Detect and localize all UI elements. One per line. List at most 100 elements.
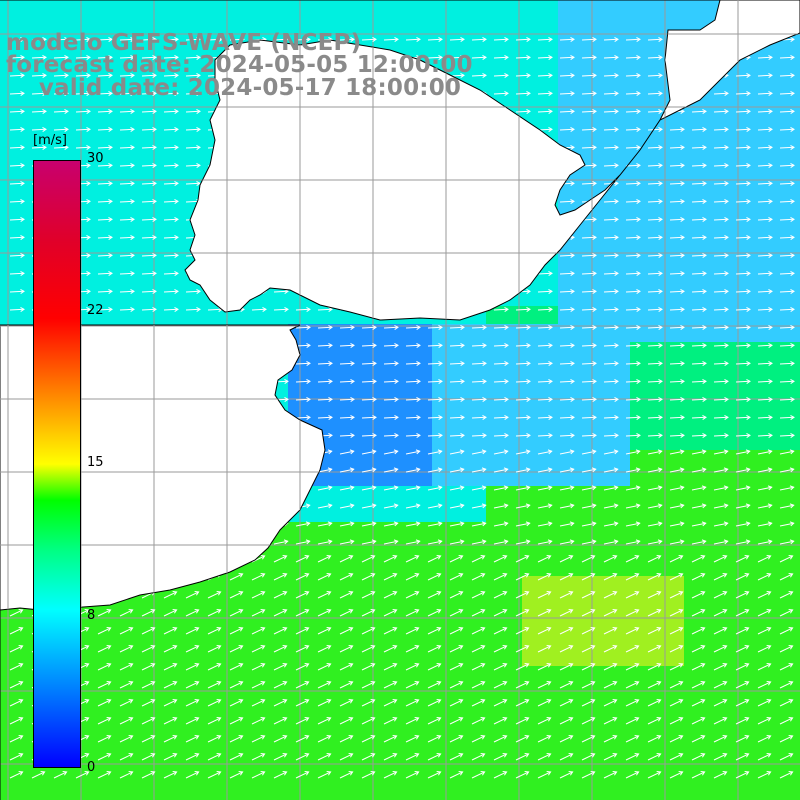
field-cell <box>720 108 739 127</box>
field-cell <box>342 612 361 631</box>
field-cell <box>450 774 469 793</box>
wind-vector-arrow <box>603 72 619 78</box>
field-cell <box>684 288 703 307</box>
field-cell <box>576 450 595 469</box>
field-cell <box>594 234 613 253</box>
colorbar-unit: [m/s] <box>33 133 67 148</box>
field-cell <box>396 666 415 685</box>
field-cell <box>198 306 217 325</box>
field-cell <box>522 576 541 595</box>
field-cell <box>486 522 505 541</box>
field-cell <box>648 36 667 55</box>
field-cell <box>396 378 415 397</box>
field-cell <box>666 234 685 253</box>
field-cell <box>684 612 703 631</box>
wind-vector-arrow <box>163 90 179 96</box>
field-cell <box>90 198 109 217</box>
field-cell <box>774 432 793 451</box>
field-cell <box>90 54 109 73</box>
field-cell <box>594 54 613 73</box>
field-cell <box>468 594 487 613</box>
field-cell <box>648 306 667 325</box>
field-cell <box>324 612 343 631</box>
field-cell <box>36 90 55 109</box>
field-cell <box>558 720 577 739</box>
field-cell <box>594 594 613 613</box>
field-cell <box>774 576 793 595</box>
forecast-date: forecast date: 2024-05-05 12:00:00 <box>6 52 473 78</box>
field-cell <box>540 522 559 541</box>
field-cell <box>54 108 73 127</box>
field-cell <box>504 432 523 451</box>
field-cell <box>774 198 793 217</box>
field-cell <box>648 720 667 739</box>
field-cell <box>378 720 397 739</box>
field-cell <box>18 630 37 649</box>
field-cell <box>36 72 55 91</box>
field-cell <box>180 720 199 739</box>
field-cell <box>648 594 667 613</box>
field-cell <box>594 324 613 343</box>
field-cell <box>288 612 307 631</box>
field-cell <box>774 270 793 289</box>
field-cell <box>666 648 685 667</box>
field-cell <box>450 54 469 73</box>
field-cell <box>450 504 469 523</box>
field-cell <box>504 324 523 343</box>
field-cell <box>0 666 19 685</box>
field-cell <box>720 198 739 217</box>
field-cell <box>612 792 631 800</box>
field-cell <box>216 18 235 37</box>
field-cell <box>630 72 649 91</box>
field-cell <box>486 432 505 451</box>
field-cell <box>108 108 127 127</box>
field-cell <box>792 108 800 127</box>
field-cell <box>720 504 739 523</box>
field-cell <box>234 720 253 739</box>
field-cell <box>774 666 793 685</box>
field-cell <box>234 702 253 721</box>
wind-vector-arrow <box>603 90 619 96</box>
field-cell <box>792 738 800 757</box>
field-cell <box>90 648 109 667</box>
field-cell <box>54 144 73 163</box>
field-cell <box>234 594 253 613</box>
field-cell <box>792 450 800 469</box>
field-cell <box>468 738 487 757</box>
field-cell <box>252 594 271 613</box>
field-cell <box>738 450 757 469</box>
wind-vector-arrow <box>471 72 487 78</box>
wind-vector-arrow <box>515 90 531 96</box>
field-cell <box>612 180 631 199</box>
field-cell <box>522 396 541 415</box>
field-cell <box>306 18 325 37</box>
field-cell <box>576 522 595 541</box>
wind-vector-arrow <box>141 108 157 114</box>
field-cell <box>702 270 721 289</box>
field-cell <box>270 720 289 739</box>
field-cell <box>198 720 217 739</box>
field-cell <box>378 630 397 649</box>
field-cell <box>756 522 775 541</box>
field-cell <box>540 270 559 289</box>
wind-vector-arrow <box>493 54 509 60</box>
wind-vector-arrow <box>75 108 91 114</box>
field-cell <box>774 612 793 631</box>
field-cell <box>630 720 649 739</box>
field-cell <box>792 324 800 343</box>
field-cell <box>54 90 73 109</box>
field-cell <box>576 108 595 127</box>
field-cell <box>594 396 613 415</box>
field-cell <box>702 792 721 800</box>
field-cell <box>0 18 19 37</box>
field-cell <box>378 0 397 19</box>
field-cell <box>0 162 19 181</box>
wind-vector-arrow <box>53 72 69 78</box>
field-cell <box>540 108 559 127</box>
field-cell <box>486 18 505 37</box>
field-cell <box>288 756 307 775</box>
field-cell <box>630 630 649 649</box>
field-cell <box>0 612 19 631</box>
wind-vector-arrow <box>471 36 487 42</box>
field-cell <box>648 270 667 289</box>
